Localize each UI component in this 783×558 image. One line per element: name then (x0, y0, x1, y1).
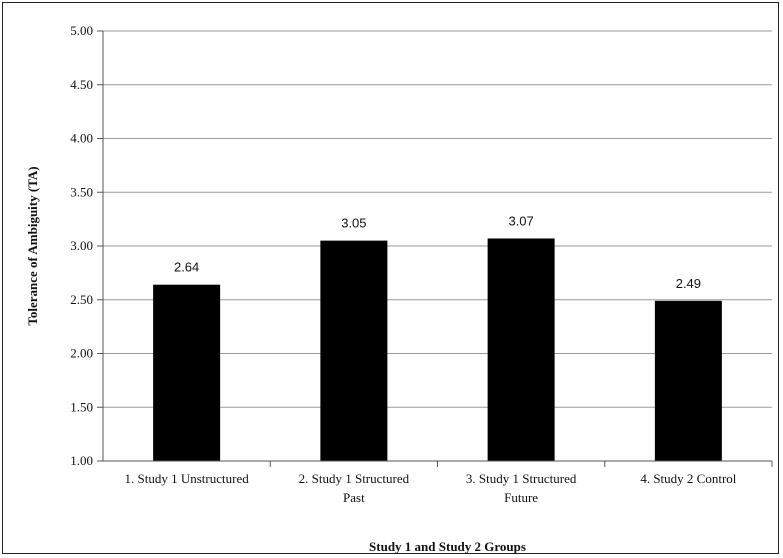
bar (654, 300, 722, 461)
y-tick-label: 4.50 (70, 77, 93, 92)
data-label: 3.05 (341, 216, 366, 231)
data-label: 2.64 (174, 260, 199, 275)
bars (153, 238, 722, 461)
y-tick-label: 2.50 (70, 292, 93, 307)
bar (487, 238, 555, 461)
bar (153, 284, 221, 461)
x-category-label: 2. Study 1 Structured (299, 471, 410, 486)
y-tick-label: 3.50 (70, 184, 93, 199)
y-tick-label: 1.00 (70, 453, 93, 468)
y-axis-ticks: 1.00 1.50 2.00 2.50 3.00 3.50 4.00 4.50 5.00 (70, 23, 103, 468)
bar (320, 240, 388, 461)
x-category-label: 1. Study 1 Unstructured (125, 471, 250, 486)
x-category-label: 3. Study 1 Structured (466, 471, 577, 486)
y-tick-label: 2.00 (70, 346, 93, 361)
y-tick-label: 3.00 (70, 238, 93, 253)
y-tick-label: 4.00 (70, 131, 93, 146)
x-category-label: Past (343, 490, 365, 505)
x-axis-title: Study 1 and Study 2 Groups (369, 539, 526, 554)
x-category-label: Future (504, 490, 538, 505)
x-category-label: 4. Study 2 Control (640, 471, 736, 486)
y-tick-label: 5.00 (70, 23, 93, 38)
data-label: 3.07 (508, 213, 533, 228)
y-tick-label: 1.50 (70, 399, 93, 414)
data-label: 2.49 (676, 276, 701, 291)
data-labels: 2.64 3.05 3.07 2.49 (174, 213, 701, 290)
x-axis-categories: 1. Study 1 Unstructured 2. Study 1 Struct… (125, 461, 773, 505)
y-axis-title: Tolerance of Ambiguity (TA) (25, 166, 40, 325)
